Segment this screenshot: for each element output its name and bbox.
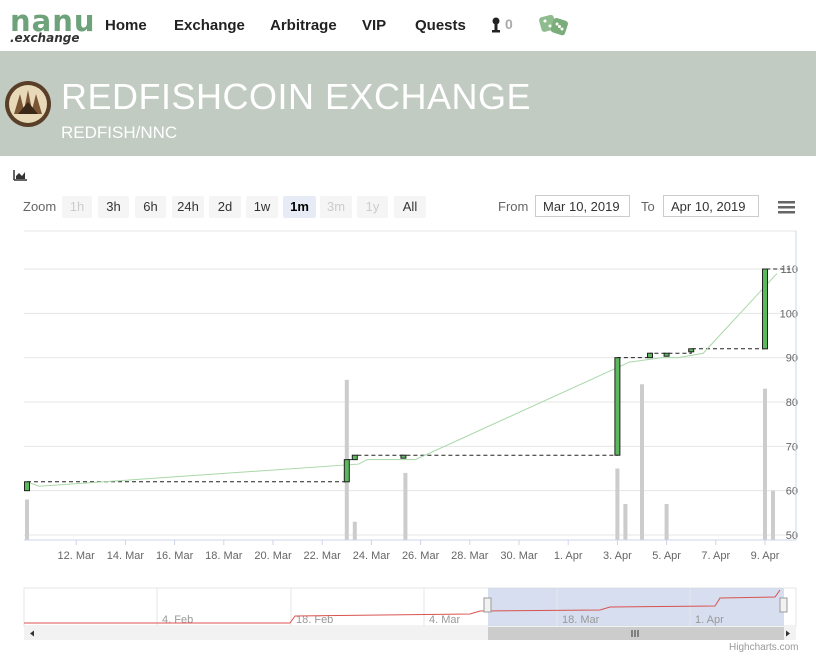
scroll-left-arrow <box>30 630 34 637</box>
x-tick-label: 1. Apr <box>554 550 583 562</box>
navigator-label: 18. Feb <box>296 614 333 626</box>
zoom-3m-button[interactable]: 3m <box>320 196 352 218</box>
zoom-label: Zoom <box>23 199 57 214</box>
navigator-line <box>24 589 781 624</box>
coin-banner: REDFISHCOIN EXCHANGE REDFISH/NNC <box>0 51 816 156</box>
zoom-1m-button[interactable]: 1m <box>283 196 316 218</box>
from-date-input[interactable]: Mar 10, 2019 <box>535 195 630 217</box>
from-label: From <box>498 199 529 214</box>
candle <box>663 352 670 357</box>
to-label: To <box>641 199 655 214</box>
logo-text-bottom: .exchange <box>10 31 80 45</box>
navigator-label: 4. Feb <box>162 614 193 626</box>
to-date-input[interactable]: Apr 10, 2019 <box>663 195 759 217</box>
x-tick-label: 22. Mar <box>304 550 342 562</box>
x-tick-label: 18. Mar <box>205 550 243 562</box>
y-tick-label: 70 <box>786 441 798 453</box>
nanu-logo[interactable]: nanu .exchange <box>10 4 95 45</box>
scrollbar-thumb <box>488 627 784 640</box>
nav-exchange[interactable]: Exchange <box>174 17 245 34</box>
x-tick-label: 12. Mar <box>58 550 96 562</box>
x-tick-label: 9. Apr <box>751 550 780 562</box>
x-tick-label: 30. Mar <box>500 550 538 562</box>
volume-bar <box>403 472 408 540</box>
candle <box>343 459 350 483</box>
nav-arbitrage[interactable]: Arbitrage <box>270 17 337 34</box>
y-tick-label: 100 <box>780 308 798 320</box>
zoom-1w-button[interactable]: 1w <box>246 196 278 218</box>
navigator-label: 1. Apr <box>695 614 724 626</box>
x-tick-label: 16. Mar <box>156 550 194 562</box>
x-tick-label: 3. Apr <box>603 550 632 562</box>
zoom-all-button[interactable]: All <box>394 196 426 218</box>
scroll-right-arrow <box>786 630 790 637</box>
nav-quests[interactable]: Quests <box>415 17 466 34</box>
nav-vip[interactable]: VIP <box>362 17 387 34</box>
navigator-label: 4. Mar <box>429 614 461 626</box>
x-tick-label: 20. Mar <box>254 550 292 562</box>
x-tick-label: 5. Apr <box>652 550 681 562</box>
highcharts-credit[interactable]: Highcharts.com <box>729 642 799 653</box>
candle <box>400 454 407 459</box>
zoom-1y-button[interactable]: 1y <box>357 196 388 218</box>
volume-bar <box>664 503 669 540</box>
y-tick-label: 60 <box>786 486 798 498</box>
x-tick-label: 28. Mar <box>451 550 489 562</box>
navigator-handle-right <box>779 597 788 613</box>
close-step-line <box>27 268 790 483</box>
moving-average-line <box>26 273 778 487</box>
redfishcoin-logo <box>5 81 51 127</box>
volume-bar <box>771 490 775 540</box>
y-tick-label: 110 <box>780 264 798 276</box>
x-tick-label: 14. Mar <box>107 550 145 562</box>
logo-text-top: nanu <box>10 4 96 38</box>
navigator-label: 18. Mar <box>562 614 600 626</box>
candle <box>688 348 695 353</box>
candle <box>762 268 768 350</box>
volume-bar <box>615 468 620 540</box>
candle <box>647 352 653 359</box>
page-title: REDFISHCOIN EXCHANGE <box>61 76 532 117</box>
volume-bar <box>763 388 767 540</box>
x-tick-label: 26. Mar <box>402 550 440 562</box>
area-chart-icon[interactable] <box>13 169 28 181</box>
candle <box>24 481 30 492</box>
scrollbar-grip <box>631 630 639 637</box>
candle <box>351 454 358 461</box>
volume-bar <box>623 503 628 540</box>
x-tick-label: 24. Mar <box>353 550 391 562</box>
y-tick-label: 80 <box>786 397 798 409</box>
y-tick-label: 90 <box>786 353 798 365</box>
volume-bar <box>352 521 357 540</box>
volume-bar <box>640 384 644 540</box>
trophy-icon[interactable] <box>490 17 502 34</box>
dice-icon[interactable] <box>538 12 570 38</box>
hamburger-menu-icon[interactable] <box>778 200 796 214</box>
zoom-1h-button[interactable]: 1h <box>62 196 92 218</box>
nav-home[interactable]: Home <box>105 17 147 34</box>
x-tick-label: 7. Apr <box>701 550 730 562</box>
candle <box>614 357 621 456</box>
zoom-6h-button[interactable]: 6h <box>135 196 166 218</box>
quest-count: 0 <box>505 16 513 32</box>
zoom-24h-button[interactable]: 24h <box>172 196 204 218</box>
y-tick-label: 50 <box>786 530 798 542</box>
zoom-3h-button[interactable]: 3h <box>98 196 129 218</box>
pair-subtitle: REDFISH/NNC <box>61 123 178 142</box>
chart-panel <box>4 158 816 658</box>
zoom-2d-button[interactable]: 2d <box>209 196 241 218</box>
navigator-handle-left <box>483 597 492 613</box>
top-nav: nanu .exchange Home Exchange Arbitrage V… <box>0 0 816 51</box>
volume-bar <box>25 499 29 540</box>
